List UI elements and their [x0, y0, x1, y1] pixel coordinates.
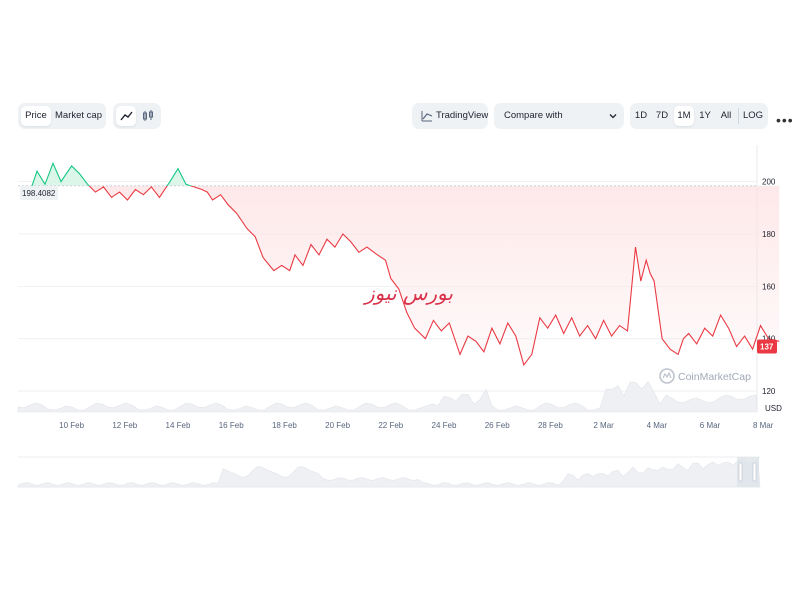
- x-tick-label: 20 Feb: [325, 421, 350, 430]
- coinmarketcap-logo: [659, 368, 675, 384]
- x-tick-label: 10 Feb: [59, 421, 84, 430]
- x-tick-label: 14 Feb: [166, 421, 191, 430]
- current-price-tag: [757, 339, 777, 354]
- range-all-button[interactable]: All: [720, 110, 732, 121]
- compare-with-label: Compare with: [504, 110, 563, 121]
- y-tick-label: 160: [762, 282, 776, 291]
- time-range-toggle: 1D 7D 1M 1Y All LOG: [630, 103, 768, 129]
- tradingview-button[interactable]: TradingView: [412, 103, 488, 129]
- market-cap-tab[interactable]: Market cap: [55, 110, 102, 121]
- log-scale-button[interactable]: LOG: [742, 110, 764, 121]
- x-tick-label: 16 Feb: [219, 421, 244, 430]
- more-dots-icon[interactable]: •••: [776, 112, 794, 128]
- x-tick-label: 24 Feb: [432, 421, 457, 430]
- y-tick-label: 180: [762, 230, 776, 239]
- line-chart-button[interactable]: [116, 106, 136, 126]
- y-tick-label: 140: [762, 335, 776, 344]
- x-tick-label: 4 Mar: [647, 421, 668, 430]
- range-1d-button[interactable]: 1D: [634, 110, 648, 121]
- overview-navigator: [17, 456, 761, 488]
- x-tick-label: 28 Feb: [538, 421, 563, 430]
- price-line-down: [23, 185, 780, 367]
- range-1y-button[interactable]: 1Y: [699, 110, 711, 121]
- view-toggle: Price Market cap: [18, 103, 106, 129]
- chart-type-toggle: [113, 103, 161, 129]
- compare-with-select[interactable]: Compare with: [494, 103, 624, 129]
- tradingview-icon: [421, 111, 433, 122]
- x-tick-label: 22 Feb: [378, 421, 403, 430]
- line-chart-icon: [120, 111, 133, 121]
- y-tick-label: 200: [762, 178, 776, 187]
- coinmarketcap-watermark: CoinMarketCap: [678, 371, 751, 383]
- x-tick-label: 26 Feb: [485, 421, 510, 430]
- chevron-down-icon: [609, 114, 617, 119]
- candlestick-icon: [143, 110, 153, 121]
- below-baseline-fill: [23, 185, 780, 365]
- range-7d-button[interactable]: 7D: [655, 110, 669, 121]
- current-price-label: 137: [760, 343, 774, 352]
- baseline-tag: [20, 186, 58, 200]
- x-tick-label: 8 Mar: [753, 421, 774, 430]
- candlestick-button[interactable]: [138, 106, 158, 126]
- x-tick-label: 2 Mar: [593, 421, 614, 430]
- y-tick-label: 120: [762, 387, 776, 396]
- baseline-value-label: 198.4082: [22, 189, 56, 198]
- price-tab[interactable]: Price: [21, 106, 51, 126]
- range-divider: [738, 108, 739, 124]
- range-1m-button[interactable]: 1M: [674, 106, 694, 126]
- x-tick-label: 12 Feb: [112, 421, 137, 430]
- overlay-watermark: بورس نیوز: [362, 281, 453, 305]
- x-tick-label: 18 Feb: [272, 421, 297, 430]
- x-tick-label: 6 Mar: [700, 421, 721, 430]
- volume-area: [17, 380, 758, 413]
- tradingview-label: TradingView: [436, 110, 489, 121]
- currency-label: USD: [765, 404, 782, 413]
